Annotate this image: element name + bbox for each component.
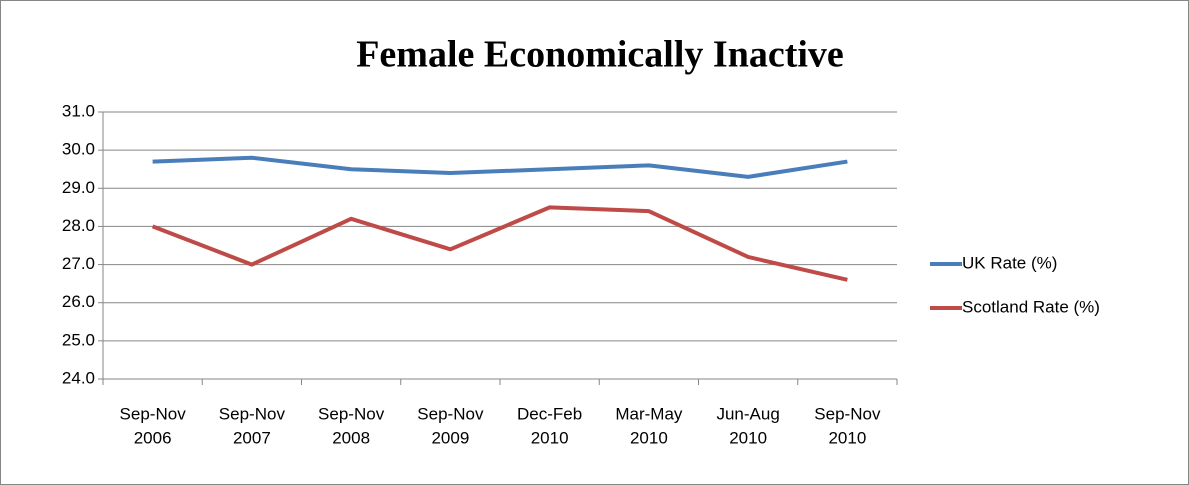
series-line [152, 155, 848, 179]
x-tick-label: 2007 [233, 428, 271, 447]
x-tick-label: 2006 [134, 428, 172, 447]
chart-title: Female Economically Inactive [356, 34, 844, 76]
legend-label: UK Rate (%) [962, 253, 1057, 272]
y-tick-label: 31.0 [62, 101, 95, 120]
x-tick-label: 2010 [729, 428, 767, 447]
x-tick-label: 2010 [630, 428, 668, 447]
x-tick-label: Sep-Nov [814, 404, 881, 423]
legend-label: Scotland Rate (%) [962, 297, 1100, 316]
series-line [151, 205, 848, 282]
x-tick-label: Sep-Nov [417, 404, 484, 423]
y-tick-label: 28.0 [62, 216, 95, 235]
x-tick-label: Jun-Aug [716, 404, 779, 423]
y-tick-label: 30.0 [62, 140, 95, 159]
x-tick-label: 2008 [332, 428, 370, 447]
x-tick-label: Sep-Nov [219, 404, 286, 423]
x-tick-label: Mar-May [615, 404, 683, 423]
y-tick-label: 26.0 [62, 292, 95, 311]
y-tick-label: 24.0 [62, 368, 95, 387]
y-tick-label: 27.0 [62, 254, 95, 273]
x-tick-label: Sep-Nov [318, 404, 385, 423]
x-tick-label: 2010 [828, 428, 866, 447]
y-tick-label: 25.0 [62, 330, 95, 349]
x-tick-label: Dec-Feb [517, 404, 582, 423]
x-tick-label: 2010 [531, 428, 569, 447]
y-tick-label: 29.0 [62, 178, 95, 197]
x-tick-label: 2009 [431, 428, 469, 447]
x-tick-label: Sep-Nov [120, 404, 187, 423]
